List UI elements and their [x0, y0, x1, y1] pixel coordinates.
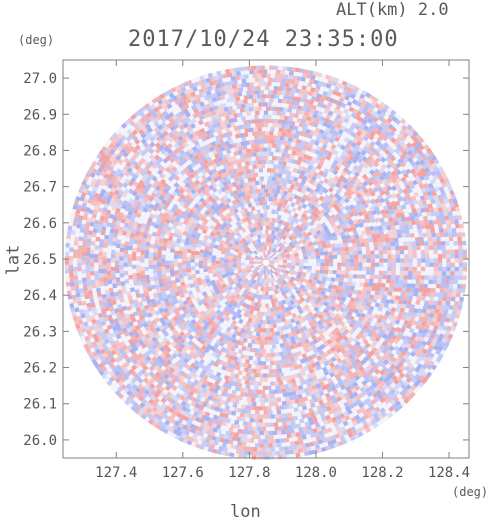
chart-title: 2017/10/24 23:35:00 — [128, 27, 399, 52]
y-tick-label: 26.0 — [23, 433, 57, 449]
y-unit-label: (deg) — [18, 33, 55, 47]
radar-site-marker — [263, 259, 269, 266]
x-tick-label: 127.6 — [162, 465, 204, 481]
x-ticks: 127.4 127.6 127.8 128.0 128.2 128.4 — [95, 60, 470, 481]
x-tick-label: 128.2 — [361, 465, 403, 481]
y-tick-label: 26.6 — [23, 216, 57, 232]
y-tick-label: 26.2 — [23, 361, 57, 377]
x-axis-label: lon — [230, 502, 261, 522]
y-tick-label: 26.8 — [23, 143, 57, 159]
positive-echo-cells — [64, 68, 462, 460]
y-axis-label: lat — [3, 244, 24, 276]
y-tick-label: 27.0 — [23, 71, 57, 87]
x-tick-label: 127.4 — [95, 465, 137, 481]
negative-echo-cells — [67, 69, 465, 458]
y-ticks: 26.0 26.1 26.2 26.3 26.4 26.5 26.6 26.7 26.8 26.9… — [23, 71, 469, 449]
y-tick-label: 26.5 — [23, 252, 57, 268]
altitude-label: ALT(km) 2.0 — [336, 0, 449, 20]
radar-disk — [64, 65, 468, 460]
y-tick-label: 26.7 — [23, 180, 57, 196]
y-tick-label: 26.1 — [23, 397, 57, 413]
x-tick-label: 128.0 — [295, 465, 337, 481]
y-tick-label: 26.3 — [23, 324, 57, 340]
y-tick-label: 26.4 — [23, 288, 57, 304]
x-unit-label: (deg) — [452, 485, 489, 499]
y-tick-label: 26.9 — [23, 107, 57, 123]
x-tick-label: 127.8 — [228, 465, 270, 481]
x-tick-label: 128.4 — [428, 465, 470, 481]
